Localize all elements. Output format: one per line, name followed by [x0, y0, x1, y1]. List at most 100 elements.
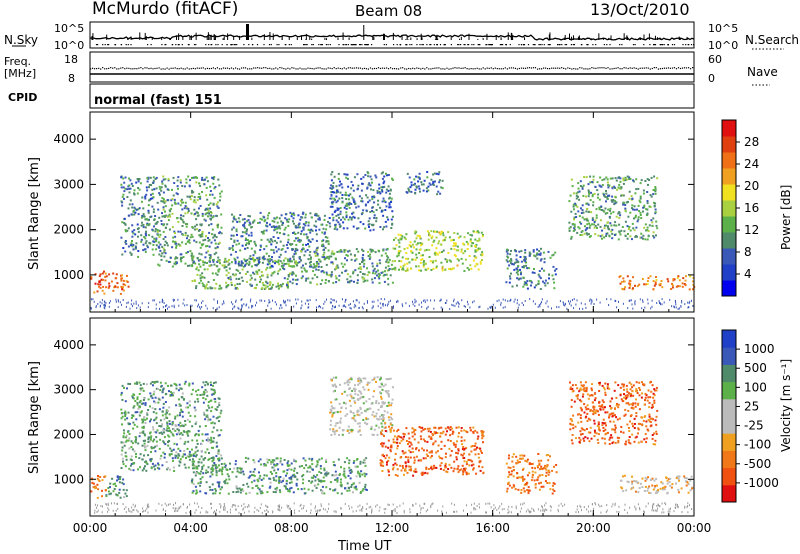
data-cell — [213, 253, 216, 256]
data-cell — [211, 464, 214, 467]
data-cell — [589, 175, 592, 178]
data-cell — [204, 384, 207, 387]
ground-scatter-cell — [421, 305, 423, 308]
data-cell — [347, 218, 350, 221]
nave-dot — [259, 67, 261, 69]
data-cell — [191, 176, 193, 179]
data-cell — [144, 248, 147, 251]
data-cell — [237, 269, 240, 272]
data-cell — [382, 228, 384, 231]
data-cell — [285, 218, 288, 221]
nave-dot — [456, 67, 458, 69]
data-cell — [130, 446, 133, 449]
nsearch-dot — [178, 44, 180, 46]
ground-scatter-cell — [427, 305, 429, 308]
nave-dot — [100, 68, 102, 70]
data-cell — [209, 254, 212, 257]
data-cell — [352, 225, 355, 228]
data-cell — [628, 176, 631, 179]
data-cell — [201, 393, 204, 396]
ground-scatter-cell — [182, 302, 184, 305]
nave-dot — [144, 67, 146, 69]
data-cell — [271, 466, 274, 469]
nave-dot — [369, 67, 372, 69]
data-cell — [173, 470, 176, 472]
ground-scatter-cell — [585, 306, 587, 309]
data-cell — [268, 212, 271, 214]
nave-dot — [301, 68, 303, 70]
nave-dot — [120, 67, 122, 69]
data-cell — [263, 257, 266, 260]
data-cell — [356, 173, 359, 176]
data-cell — [688, 288, 691, 291]
data-cell — [542, 280, 544, 283]
data-cell — [523, 283, 526, 286]
colorbar-tick-label: 4 — [744, 267, 752, 281]
data-cell — [137, 407, 140, 410]
data-cell — [475, 231, 478, 234]
ground-scatter-cell — [103, 304, 105, 307]
data-cell — [195, 228, 198, 231]
data-cell — [252, 271, 255, 274]
data-cell — [573, 208, 575, 211]
data-cell — [285, 474, 287, 477]
data-cell — [195, 433, 198, 436]
data-cell — [212, 415, 215, 418]
data-cell — [603, 227, 606, 230]
data-cell — [271, 459, 274, 462]
nsearch-tick-bottom: 10^0 — [708, 39, 738, 52]
data-cell — [273, 220, 276, 223]
data-cell — [199, 394, 202, 396]
data-cell — [180, 199, 182, 202]
data-cell — [334, 209, 337, 212]
data-cell — [340, 478, 342, 481]
data-cell — [132, 427, 135, 430]
nave-dot — [154, 67, 156, 70]
data-cell — [426, 171, 429, 173]
data-cell — [168, 228, 171, 231]
data-cell — [355, 258, 358, 261]
data-cell — [288, 260, 291, 263]
data-cell — [205, 481, 208, 484]
data-cell — [637, 216, 640, 219]
data-cell — [261, 484, 264, 487]
data-cell — [209, 214, 212, 217]
data-cell — [588, 226, 591, 229]
data-cell — [633, 205, 636, 208]
data-cell — [619, 177, 622, 180]
data-cell — [187, 406, 189, 409]
data-cell — [320, 266, 323, 268]
data-cell — [209, 211, 212, 213]
data-cell — [338, 279, 341, 282]
data-cell — [163, 244, 166, 247]
data-cell — [652, 217, 655, 220]
data-cell — [229, 462, 231, 465]
data-cell — [256, 258, 259, 261]
data-cell — [441, 251, 443, 253]
nave-dot — [394, 68, 396, 70]
ground-scatter-cell — [256, 301, 258, 304]
data-cell — [304, 221, 307, 224]
data-cell — [201, 178, 203, 181]
data-cell — [524, 251, 527, 254]
cpid-label: CPID — [8, 91, 37, 104]
data-cell — [315, 247, 318, 250]
data-cell — [474, 249, 477, 252]
data-cell — [279, 457, 282, 460]
data-cell — [615, 215, 618, 218]
data-cell — [346, 457, 349, 460]
data-cell — [601, 179, 604, 182]
data-cell — [154, 450, 157, 453]
ground-scatter-cell — [579, 307, 580, 310]
data-cell — [554, 269, 556, 272]
data-cell — [202, 284, 205, 287]
nave-dot — [388, 68, 390, 70]
colorbar-swatch — [722, 136, 736, 153]
nsearch-dot — [490, 44, 492, 46]
data-cell — [622, 277, 625, 280]
nsearch-dot — [485, 44, 487, 46]
data-cell — [202, 401, 205, 404]
data-cell — [344, 476, 347, 479]
data-cell — [141, 200, 143, 203]
data-cell — [335, 195, 338, 198]
